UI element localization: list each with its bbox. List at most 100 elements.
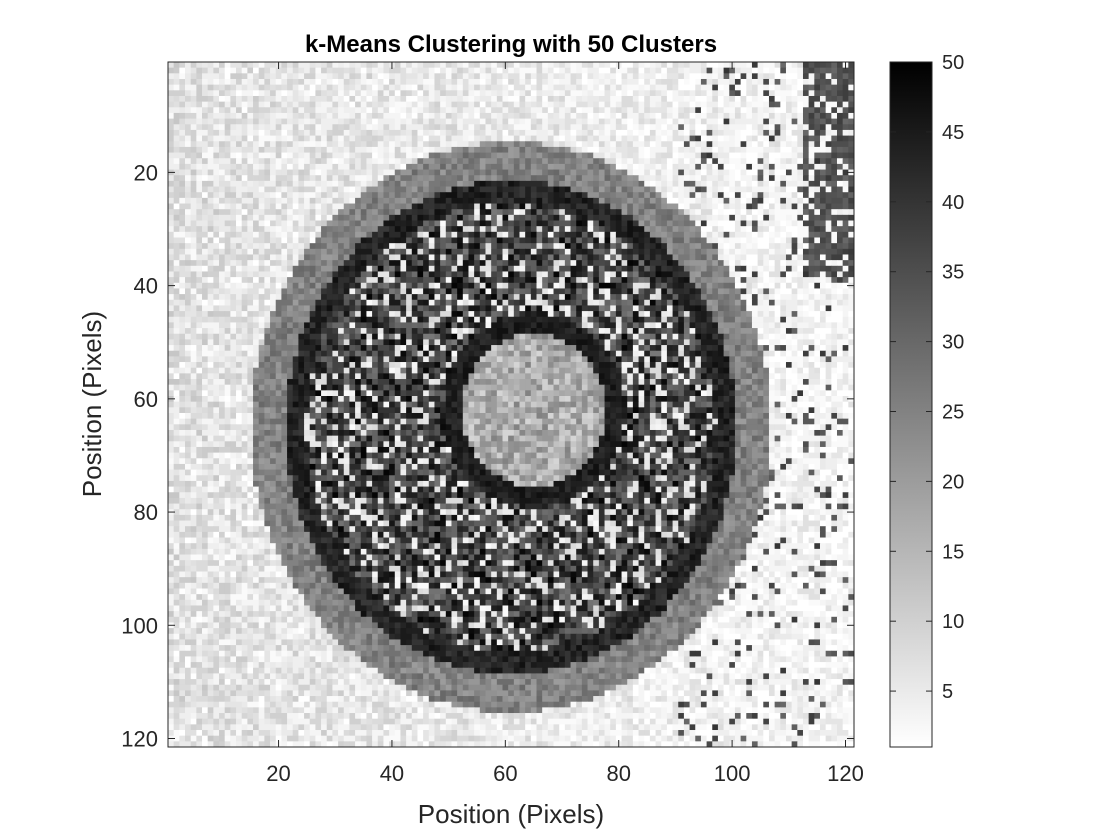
- heatmap-cell: [445, 135, 452, 142]
- heatmap-cell: [292, 248, 299, 255]
- heatmap-cell: [706, 175, 713, 182]
- heatmap-cell: [292, 73, 299, 80]
- heatmap-cell: [598, 107, 605, 114]
- heatmap-cell: [570, 163, 577, 170]
- heatmap-cell: [644, 163, 651, 170]
- heatmap-cell: [219, 288, 226, 295]
- heatmap-cell: [780, 124, 787, 131]
- heatmap-cell: [661, 226, 668, 233]
- heatmap-cell: [360, 203, 367, 210]
- heatmap-cell: [508, 73, 515, 80]
- heatmap-cell: [451, 271, 458, 278]
- heatmap-cell: [791, 254, 798, 261]
- heatmap-cell: [627, 203, 634, 210]
- heatmap-cell: [292, 118, 299, 125]
- heatmap-cell: [627, 112, 634, 120]
- heatmap-cell: [734, 175, 742, 182]
- heatmap-cell: [576, 220, 583, 227]
- heatmap-cell: [355, 73, 362, 80]
- heatmap-cell: [593, 124, 600, 131]
- heatmap-cell: [411, 67, 418, 74]
- heatmap-cell: [717, 95, 724, 103]
- heatmap-cell: [270, 73, 277, 80]
- heatmap-cell: [264, 271, 271, 278]
- heatmap-cell: [479, 265, 486, 272]
- heatmap-cell: [797, 90, 804, 97]
- heatmap-cell: [298, 90, 305, 97]
- heatmap-cell: [343, 231, 350, 238]
- heatmap-cell: [848, 112, 855, 120]
- heatmap-cell: [666, 231, 673, 238]
- heatmap-cell: [791, 152, 798, 159]
- heatmap-cell: [168, 135, 175, 142]
- heatmap-cell: [389, 78, 396, 86]
- heatmap-cell: [343, 152, 350, 159]
- heatmap-cell: [496, 124, 503, 131]
- heatmap-cell: [304, 209, 311, 216]
- heatmap-cell: [508, 67, 515, 74]
- heatmap-cell: [604, 277, 611, 284]
- heatmap-cell: [814, 209, 821, 216]
- heatmap-cell: [219, 84, 226, 91]
- heatmap-cell: [689, 118, 696, 125]
- heatmap-cell: [508, 203, 515, 210]
- heatmap-cell: [366, 124, 373, 131]
- heatmap-cell: [207, 226, 214, 233]
- heatmap-cell: [179, 226, 186, 233]
- heatmap-cell: [207, 237, 214, 244]
- heatmap-cell: [525, 277, 532, 284]
- heatmap-cell: [468, 260, 475, 267]
- heatmap-cell: [338, 209, 345, 216]
- heatmap-cell: [309, 158, 316, 165]
- heatmap-cell: [819, 209, 827, 216]
- heatmap-cell: [797, 107, 804, 114]
- heatmap-cell: [496, 180, 503, 187]
- heatmap-cell: [581, 95, 588, 103]
- heatmap-cell: [678, 78, 685, 86]
- heatmap-cell: [502, 90, 509, 97]
- heatmap-cell: [814, 192, 821, 199]
- heatmap-cell: [366, 107, 373, 114]
- heatmap-cell: [559, 282, 566, 289]
- heatmap-cell: [683, 124, 690, 131]
- heatmap-cell: [168, 226, 175, 233]
- heatmap-cell: [678, 197, 685, 204]
- heatmap-cell: [836, 135, 844, 142]
- heatmap-cell: [672, 203, 679, 210]
- heatmap-cell: [553, 175, 560, 182]
- heatmap-cell: [326, 67, 333, 74]
- heatmap-cell: [525, 158, 532, 165]
- heatmap-cell: [360, 84, 367, 91]
- heatmap-cell: [479, 112, 486, 120]
- heatmap-cell: [281, 107, 288, 114]
- heatmap-cell: [763, 214, 770, 221]
- heatmap-cell: [196, 84, 203, 91]
- heatmap-cell: [468, 209, 475, 216]
- heatmap-cell: [309, 294, 316, 301]
- heatmap-cell: [298, 220, 305, 227]
- heatmap-cell: [615, 141, 622, 148]
- heatmap-cell: [615, 214, 622, 221]
- heatmap-cell: [372, 141, 379, 148]
- heatmap-cell: [202, 62, 209, 69]
- heatmap-cell: [485, 175, 492, 182]
- heatmap-cell: [190, 129, 197, 136]
- heatmap-cell: [661, 73, 668, 80]
- heatmap-cell: [315, 282, 322, 289]
- heatmap-cell: [797, 152, 804, 159]
- heatmap-cell: [695, 214, 702, 221]
- heatmap-cell: [315, 67, 322, 74]
- heatmap-cell: [706, 158, 713, 165]
- heatmap-cell: [275, 175, 282, 182]
- heatmap-cell: [581, 243, 588, 250]
- heatmap-cell: [785, 277, 793, 284]
- heatmap-cell: [360, 265, 367, 272]
- heatmap-cell: [502, 260, 509, 267]
- heatmap-cell: [632, 163, 639, 170]
- heatmap-cell: [700, 73, 707, 80]
- heatmap-cell: [542, 118, 549, 125]
- heatmap-cell: [819, 214, 827, 221]
- heatmap-cell: [468, 288, 475, 295]
- heatmap-cell: [729, 90, 736, 97]
- heatmap-cell: [196, 294, 203, 301]
